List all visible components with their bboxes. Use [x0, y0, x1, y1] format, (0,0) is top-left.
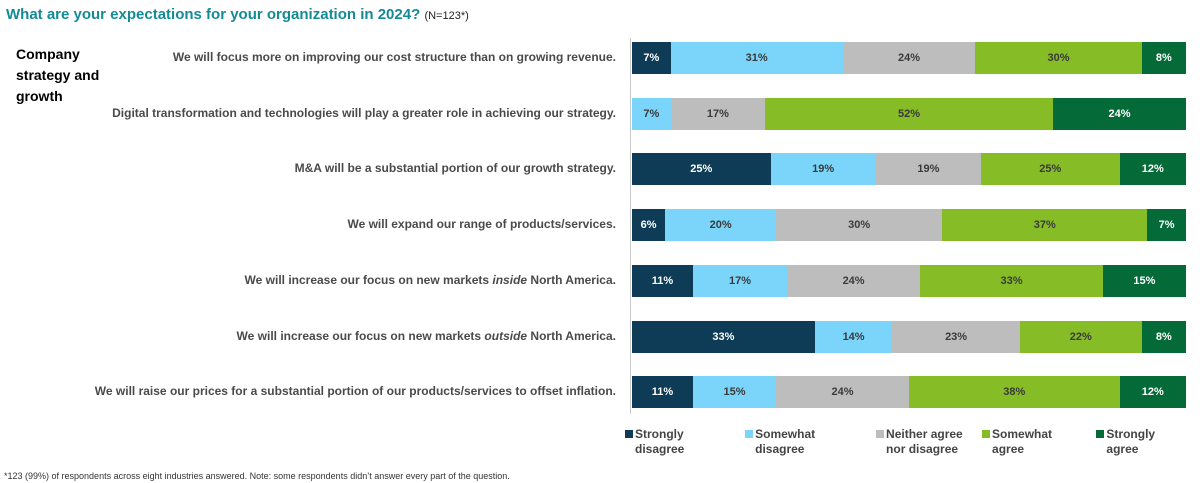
data-label: 8% — [1155, 330, 1172, 343]
legend-item: Strongly disagree — [625, 427, 731, 457]
bar-segment: 8% — [1141, 320, 1186, 353]
bar-segment: 25% — [632, 153, 771, 186]
legend-swatch — [625, 430, 633, 438]
bar-segment: 8% — [1141, 42, 1186, 74]
bar-segment: 7% — [632, 42, 671, 74]
category-label: We will raise our prices for a substanti… — [94, 384, 616, 399]
data-label: 6% — [640, 219, 657, 232]
data-label: 24% — [831, 386, 854, 399]
legend-label: Strongly agree — [1106, 427, 1156, 456]
bar-segment: 24% — [842, 42, 976, 74]
data-label: 17% — [729, 274, 752, 287]
legend-swatch — [745, 430, 754, 438]
data-label: 30% — [1047, 52, 1070, 64]
chart-title: What are your expectations for your orga… — [6, 6, 469, 23]
data-label: 15% — [723, 386, 746, 399]
bar-segment: 15% — [692, 376, 777, 409]
bar-segment: 14% — [814, 320, 893, 353]
data-label: 12% — [1141, 163, 1164, 176]
footnote: *123 (99%) of respondents across eight i… — [4, 471, 510, 481]
bar-segment: 12% — [1119, 153, 1186, 186]
category-label: Digital transformation and technologies … — [112, 105, 616, 120]
bar-segment: 17% — [670, 97, 765, 130]
category-label: We will focus more on improving our cost… — [172, 50, 616, 64]
bar-segment: 30% — [776, 209, 943, 242]
bar-segment: 24% — [787, 264, 921, 297]
legend-label: Strongly disagree — [635, 427, 685, 456]
data-label: 25% — [690, 163, 713, 176]
data-label: 52% — [897, 107, 920, 120]
bar-segment: 30% — [975, 42, 1142, 74]
data-label: 12% — [1141, 386, 1164, 399]
data-label: 17% — [706, 107, 729, 120]
bar-segment: 19% — [875, 153, 981, 186]
data-label: 11% — [651, 274, 674, 287]
legend-swatch — [1096, 430, 1105, 438]
bar-segment: 6% — [632, 209, 666, 242]
legend-label: Somewhat disagree — [755, 427, 816, 456]
data-label: 7% — [1158, 219, 1175, 232]
data-label: 24% — [897, 52, 920, 64]
data-label: 33% — [712, 330, 735, 343]
bar-segment: 19% — [770, 153, 876, 186]
bar-segment: 17% — [692, 264, 788, 297]
bar-segment: 20% — [665, 209, 777, 242]
data-label: 37% — [1033, 219, 1056, 232]
legend-label: Neither agree nor disagree — [886, 427, 963, 456]
section-label: Company strategy and growth — [16, 46, 100, 104]
category-label: We will increase our focus on new market… — [236, 328, 616, 343]
legend-swatch — [876, 430, 885, 438]
bar-segment: 24% — [1053, 97, 1186, 130]
data-label: 24% — [1108, 107, 1131, 120]
legend-item: Neither agree nor disagree — [876, 427, 968, 457]
data-label: 31% — [745, 52, 768, 64]
bar-segment: 52% — [764, 97, 1054, 130]
bar-segment: 31% — [670, 42, 843, 74]
bar-segment: 11% — [632, 376, 693, 409]
category-label: M&A will be a substantial portion of our… — [294, 161, 616, 176]
category-label: We will expand our range of products/ser… — [347, 217, 616, 232]
title-text: What are your expectations for your orga… — [6, 6, 421, 23]
bar-segment: 7% — [632, 97, 671, 130]
data-label: 7% — [643, 52, 660, 64]
data-label: 24% — [842, 274, 865, 287]
data-label: 20% — [709, 219, 732, 232]
data-label: 23% — [945, 330, 968, 343]
bar-segment: 7% — [1147, 209, 1186, 242]
bar-segment: 24% — [776, 376, 909, 409]
bar-segment: 37% — [942, 209, 1148, 242]
bar-segment: 38% — [909, 376, 1120, 409]
sample-size: (N=123*) — [424, 10, 469, 22]
data-label: 15% — [1133, 274, 1156, 287]
bar-segment: 11% — [632, 264, 693, 297]
data-label: 7% — [643, 107, 660, 120]
data-label: 30% — [848, 219, 871, 232]
data-label: 33% — [1000, 274, 1023, 287]
legend-item: Somewhat agree — [982, 427, 1082, 457]
bar-segment: 15% — [1102, 264, 1186, 297]
data-label: 8% — [1155, 52, 1172, 64]
bar-segment: 12% — [1119, 376, 1186, 409]
bar-segment: 25% — [981, 153, 1120, 186]
legend-swatch — [982, 430, 991, 438]
category-axis-line — [630, 38, 631, 414]
data-label: 19% — [812, 163, 835, 176]
data-label: 14% — [842, 330, 865, 343]
legend-item: Somewhat disagree — [745, 427, 862, 457]
legend-item: Strongly agree — [1096, 427, 1186, 457]
data-label: 22% — [1069, 330, 1092, 343]
bar-segment: 33% — [920, 264, 1103, 297]
data-label: 19% — [917, 163, 940, 176]
bar-segment: 23% — [892, 320, 1020, 353]
bar-segment: 33% — [632, 320, 815, 353]
data-label: 11% — [651, 386, 674, 399]
category-label: We will increase our focus on new market… — [244, 272, 616, 287]
data-label: 25% — [1039, 163, 1062, 176]
bar-segment: 22% — [1019, 320, 1142, 353]
legend-label: Somewhat agree — [992, 427, 1053, 456]
legend: Strongly disagree Somewhat disagree Neithe… — [625, 427, 1200, 457]
data-label: 38% — [1003, 386, 1026, 399]
